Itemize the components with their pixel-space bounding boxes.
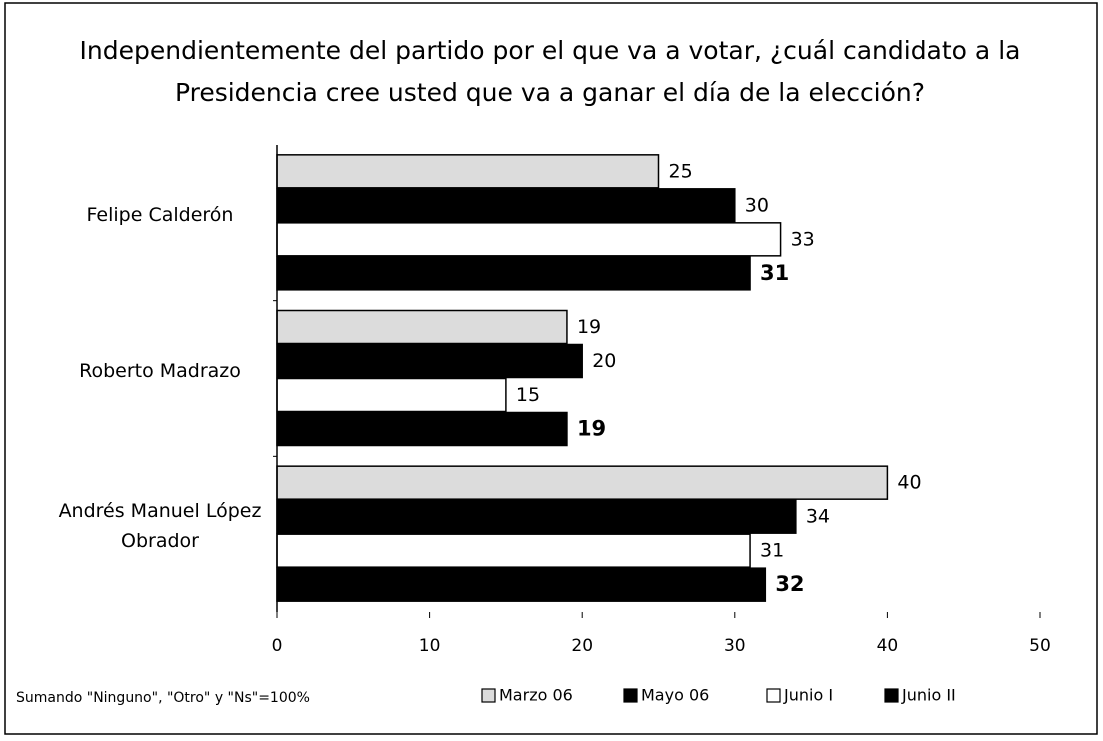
value-label: 19 xyxy=(577,316,601,338)
legend-label: Marzo 06 xyxy=(499,686,573,705)
x-tick-label: 50 xyxy=(1029,636,1051,656)
legend-swatch xyxy=(481,688,496,703)
bar xyxy=(276,567,767,602)
value-label: 15 xyxy=(516,384,540,406)
category-label: Roberto Madrazo xyxy=(79,359,241,382)
value-label: 19 xyxy=(577,417,606,441)
bar xyxy=(276,188,736,223)
value-label: 34 xyxy=(806,506,830,528)
x-tick-label: 20 xyxy=(571,636,593,656)
legend-swatch xyxy=(884,688,899,703)
frame xyxy=(4,2,1098,735)
x-tick-label: 10 xyxy=(419,636,441,656)
legend-swatch xyxy=(623,688,638,703)
value-label: 40 xyxy=(897,472,921,494)
legend-label: Junio I xyxy=(783,686,833,705)
bar xyxy=(276,411,568,447)
bar xyxy=(276,343,583,379)
bar xyxy=(276,154,660,189)
bar xyxy=(276,499,797,534)
legend-swatch xyxy=(766,688,781,703)
legend-label: Junio II xyxy=(901,686,956,705)
value-label: 33 xyxy=(791,228,815,250)
value-label: 32 xyxy=(775,572,804,596)
x-tick-label: 0 xyxy=(272,636,283,656)
x-tick-label: 40 xyxy=(877,636,899,656)
value-label: 31 xyxy=(760,540,784,562)
value-label: 31 xyxy=(760,261,789,285)
bar xyxy=(276,377,507,413)
category-label: Andrés Manuel López Obrador xyxy=(58,500,262,553)
bar xyxy=(276,309,568,345)
value-label: 25 xyxy=(669,160,693,182)
bar xyxy=(276,256,751,291)
x-tick-label: 30 xyxy=(724,636,746,656)
bar xyxy=(276,465,889,500)
bar xyxy=(276,222,782,257)
bar xyxy=(276,533,751,568)
note: Sumando "Ninguno", "Otro" y "Ns"=100% xyxy=(16,690,310,706)
value-label: 30 xyxy=(745,194,769,216)
value-label: 20 xyxy=(592,350,616,372)
legend-label: Mayo 06 xyxy=(641,686,709,705)
chart-title: Independientemente del partido por el qu… xyxy=(79,36,1021,107)
category-label: Felipe Calderón xyxy=(86,203,234,226)
